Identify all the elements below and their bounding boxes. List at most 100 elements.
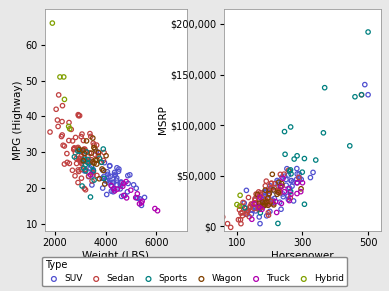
Wagon [94, 162, 100, 166]
Point [268, 181, 275, 186]
Hybrid [61, 97, 68, 102]
Point [258, 203, 265, 208]
Point [286, 186, 293, 191]
Point [294, 166, 300, 171]
Truck [134, 191, 140, 196]
Wagon [90, 160, 96, 164]
Point [322, 85, 328, 90]
Point [277, 200, 283, 205]
Point [275, 180, 281, 184]
Truck [138, 200, 145, 205]
Point [257, 205, 263, 210]
Point [265, 201, 271, 206]
Point [280, 176, 286, 181]
Point [252, 197, 258, 202]
Point [269, 199, 275, 204]
Point [249, 207, 255, 212]
Point [262, 200, 268, 205]
Wagon [95, 150, 102, 155]
SUV [133, 186, 139, 191]
X-axis label: Weight (LBS): Weight (LBS) [82, 251, 149, 261]
Point [256, 189, 262, 194]
Point [285, 197, 291, 202]
Sedan [79, 161, 85, 166]
Point [239, 213, 245, 218]
Point [271, 196, 277, 201]
Point [262, 188, 268, 193]
Point [269, 198, 275, 202]
Sedan [78, 158, 84, 163]
Point [272, 189, 278, 193]
Point [242, 205, 248, 210]
SUV [81, 168, 88, 173]
SUV [137, 196, 143, 201]
Point [290, 180, 296, 184]
Point [365, 93, 371, 97]
Point [291, 157, 297, 162]
Truck [137, 201, 143, 206]
Point [259, 197, 266, 202]
Point [289, 184, 295, 189]
Point [263, 198, 270, 203]
Truck [152, 206, 158, 211]
Point [285, 173, 291, 178]
Point [288, 178, 294, 183]
Truck [114, 187, 121, 191]
SUV [85, 170, 91, 174]
Point [247, 204, 253, 209]
Point [257, 201, 263, 206]
Sedan [80, 138, 86, 143]
Sedan [78, 158, 84, 163]
Sedan [68, 127, 74, 132]
Sedan [61, 144, 67, 148]
Point [244, 212, 250, 217]
Point [262, 190, 268, 195]
Point [288, 192, 294, 197]
Point [257, 210, 263, 215]
Point [245, 209, 251, 213]
Sports [98, 160, 105, 165]
Sports [89, 164, 95, 168]
Point [278, 207, 284, 212]
Point [264, 201, 270, 206]
Sedan [47, 130, 53, 134]
Point [54, 118, 61, 122]
SUV [108, 174, 114, 179]
Sedan [82, 147, 88, 151]
Sedan [75, 145, 81, 150]
Point [277, 191, 283, 195]
SUV [103, 192, 110, 197]
Wagon [92, 147, 98, 151]
SUV [130, 182, 137, 187]
SUV [100, 168, 106, 173]
Sedan [72, 135, 79, 140]
Sedan [81, 186, 88, 191]
Point [294, 180, 300, 185]
Sedan [95, 153, 102, 158]
Point [260, 203, 266, 208]
Point [267, 183, 273, 188]
SUV [127, 173, 133, 177]
Point [237, 193, 243, 198]
Sedan [61, 162, 68, 166]
Sports [85, 157, 91, 162]
Point [235, 217, 242, 222]
SUV [102, 160, 108, 165]
Sedan [71, 146, 77, 150]
SUV [104, 169, 110, 174]
SUV [119, 194, 125, 199]
Point [275, 221, 281, 226]
Truck [154, 208, 161, 213]
Hybrid [66, 124, 72, 129]
Point [247, 205, 253, 210]
Truck [121, 181, 127, 186]
Point [275, 190, 281, 195]
SUV [110, 189, 116, 194]
Point [296, 175, 302, 180]
Point [284, 166, 290, 171]
Point [249, 207, 256, 212]
Truck [128, 188, 134, 192]
SUV [114, 176, 120, 180]
Point [252, 209, 259, 213]
Point [281, 189, 287, 194]
